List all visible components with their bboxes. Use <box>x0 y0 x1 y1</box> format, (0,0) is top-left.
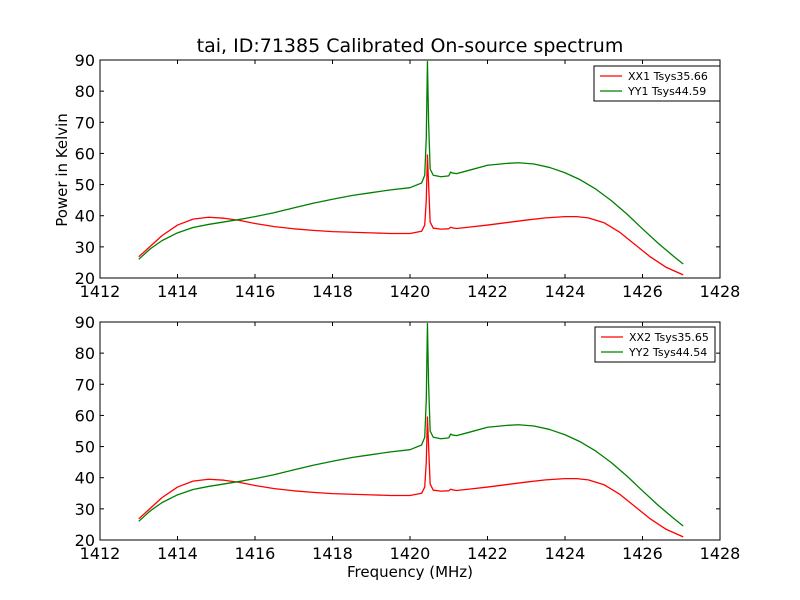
x-tick-label: 1428 <box>700 544 741 563</box>
legend-entry: XX1 Tsys35.66 <box>628 70 708 83</box>
legend-entry: YY1 Tsys44.59 <box>627 85 706 98</box>
x-tick-label: 1426 <box>622 282 663 301</box>
y-tick-label: 50 <box>75 176 95 195</box>
y-tick-label: 50 <box>75 438 95 457</box>
legend: XX1 Tsys35.66 YY1 Tsys44.59 <box>593 65 721 102</box>
series-line-xx2 <box>138 416 684 538</box>
x-tick-label: 1412 <box>80 544 121 563</box>
x-tick-label: 1422 <box>467 544 508 563</box>
x-tick-label: 1418 <box>312 282 353 301</box>
x-tick-label: 1422 <box>467 282 508 301</box>
legend-entry: XX2 Tsys35.65 <box>629 331 709 344</box>
y-axis-label: Power in Kelvin <box>53 113 71 227</box>
x-tick-label: 1426 <box>622 544 663 563</box>
y-tick-label: 70 <box>75 113 95 132</box>
y-tick-label: 90 <box>75 313 95 332</box>
y-tick-label: 40 <box>75 469 95 488</box>
y-tick-label: 70 <box>75 375 95 394</box>
x-tick-label: 1424 <box>545 282 586 301</box>
x-tick-label: 1414 <box>157 544 198 563</box>
y-tick-label: 30 <box>75 500 95 519</box>
bottom-spectrum-subplot: 1412 1414 1416 1418 1420 1422 1424 1426 1428 20 30… <box>75 313 741 563</box>
x-tick-label: 1424 <box>545 544 586 563</box>
figure-title: tai, ID:71385 Calibrated On-source spect… <box>197 35 624 57</box>
y-tick-label: 30 <box>75 238 95 257</box>
x-tick-label: 1412 <box>80 282 121 301</box>
x-tick-label: 1414 <box>157 282 198 301</box>
legend-box <box>594 326 716 363</box>
x-tick-label: 1416 <box>235 282 276 301</box>
series-line-xx1 <box>138 154 684 276</box>
x-tick-label: 1418 <box>312 544 353 563</box>
legend-box <box>593 65 721 102</box>
y-tick-label: 60 <box>75 406 95 425</box>
x-tick-label: 1428 <box>700 282 741 301</box>
y-tick-label: 20 <box>75 269 95 288</box>
x-tick-label: 1420 <box>390 544 431 563</box>
series-line-yy2 <box>138 322 684 527</box>
y-tick-label: 80 <box>75 344 95 363</box>
x-tick-label: 1420 <box>390 282 431 301</box>
y-tick-label: 40 <box>75 207 95 226</box>
legend-entry: YY2 Tsys44.54 <box>628 346 707 359</box>
legend: XX2 Tsys35.65 YY2 Tsys44.54 <box>594 326 716 363</box>
y-tick-label: 20 <box>75 531 95 550</box>
x-tick-label: 1416 <box>235 544 276 563</box>
y-tick-label: 60 <box>75 144 95 163</box>
top-spectrum-subplot: 1412 1414 1416 1418 1420 1422 1424 1426 1428 20 30… <box>75 51 741 301</box>
x-axis-label: Frequency (MHz) <box>347 563 473 581</box>
y-tick-label: 80 <box>75 82 95 101</box>
series-line-yy1 <box>138 60 684 265</box>
y-tick-label: 90 <box>75 51 95 70</box>
